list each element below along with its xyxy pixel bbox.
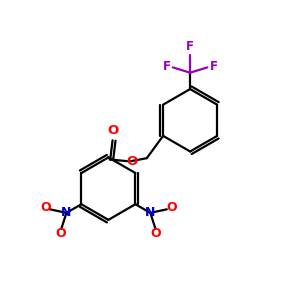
Text: F: F	[163, 60, 170, 73]
Text: N: N	[61, 206, 72, 219]
Text: F: F	[210, 60, 218, 73]
Text: N: N	[145, 206, 155, 219]
Text: O: O	[127, 154, 138, 168]
Text: O: O	[107, 124, 118, 137]
Text: O: O	[151, 227, 161, 241]
Text: O: O	[40, 201, 51, 214]
Text: O: O	[56, 227, 66, 241]
Text: O: O	[166, 201, 177, 214]
Text: F: F	[186, 40, 194, 53]
